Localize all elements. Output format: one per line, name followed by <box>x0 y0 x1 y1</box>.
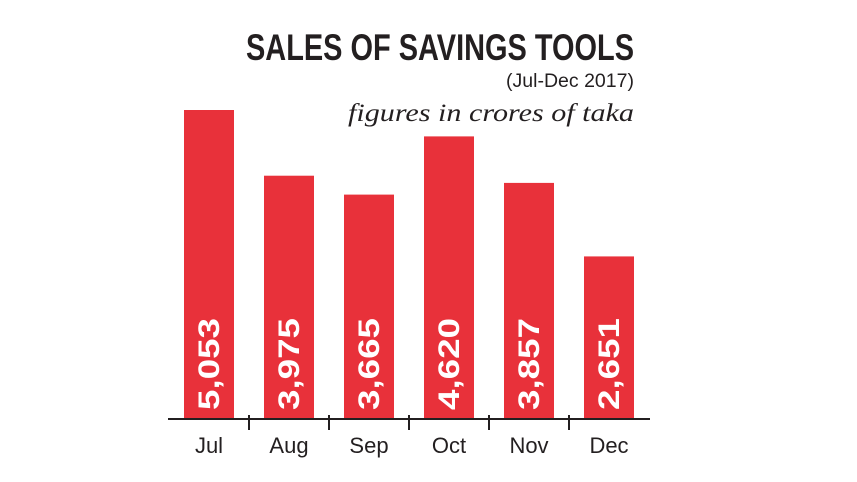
axis-ticks-group <box>248 415 570 430</box>
bar-sep <box>344 194 394 418</box>
bars-group: 5,053 3,975 3,665 4,620 3,857 2,651 <box>184 110 634 418</box>
bar-value-label-oct: 4,620 <box>433 318 466 410</box>
bar-value-label-nov: 3,857 <box>513 318 546 410</box>
x-tick-label-oct: Oct <box>432 433 466 458</box>
chart-title: SALES OF SAVINGS TOOLS <box>246 27 634 68</box>
bar-oct <box>424 136 474 418</box>
chart-subtitle: (Jul-Dec 2017) <box>506 71 634 92</box>
unit-note: figures in crores of taka <box>348 100 634 127</box>
bar-value-label-dec: 2,651 <box>593 318 626 410</box>
bar-aug <box>264 175 314 418</box>
tick-labels-group: Jul Aug Sep Oct Nov Dec <box>195 433 629 458</box>
bar-jul <box>184 110 234 418</box>
x-tick-label-jul: Jul <box>195 433 223 458</box>
bar-value-label-sep: 3,665 <box>353 318 386 410</box>
x-tick-label-sep: Sep <box>349 433 388 458</box>
bar-value-label-jul: 5,053 <box>193 318 226 410</box>
x-tick-label-dec: Dec <box>589 433 628 458</box>
bar-dec <box>584 256 634 418</box>
bar-nov <box>504 182 554 418</box>
x-tick-label-nov: Nov <box>509 433 548 458</box>
bar-value-label-aug: 3,975 <box>273 318 306 410</box>
x-tick-label-aug: Aug <box>269 433 308 458</box>
